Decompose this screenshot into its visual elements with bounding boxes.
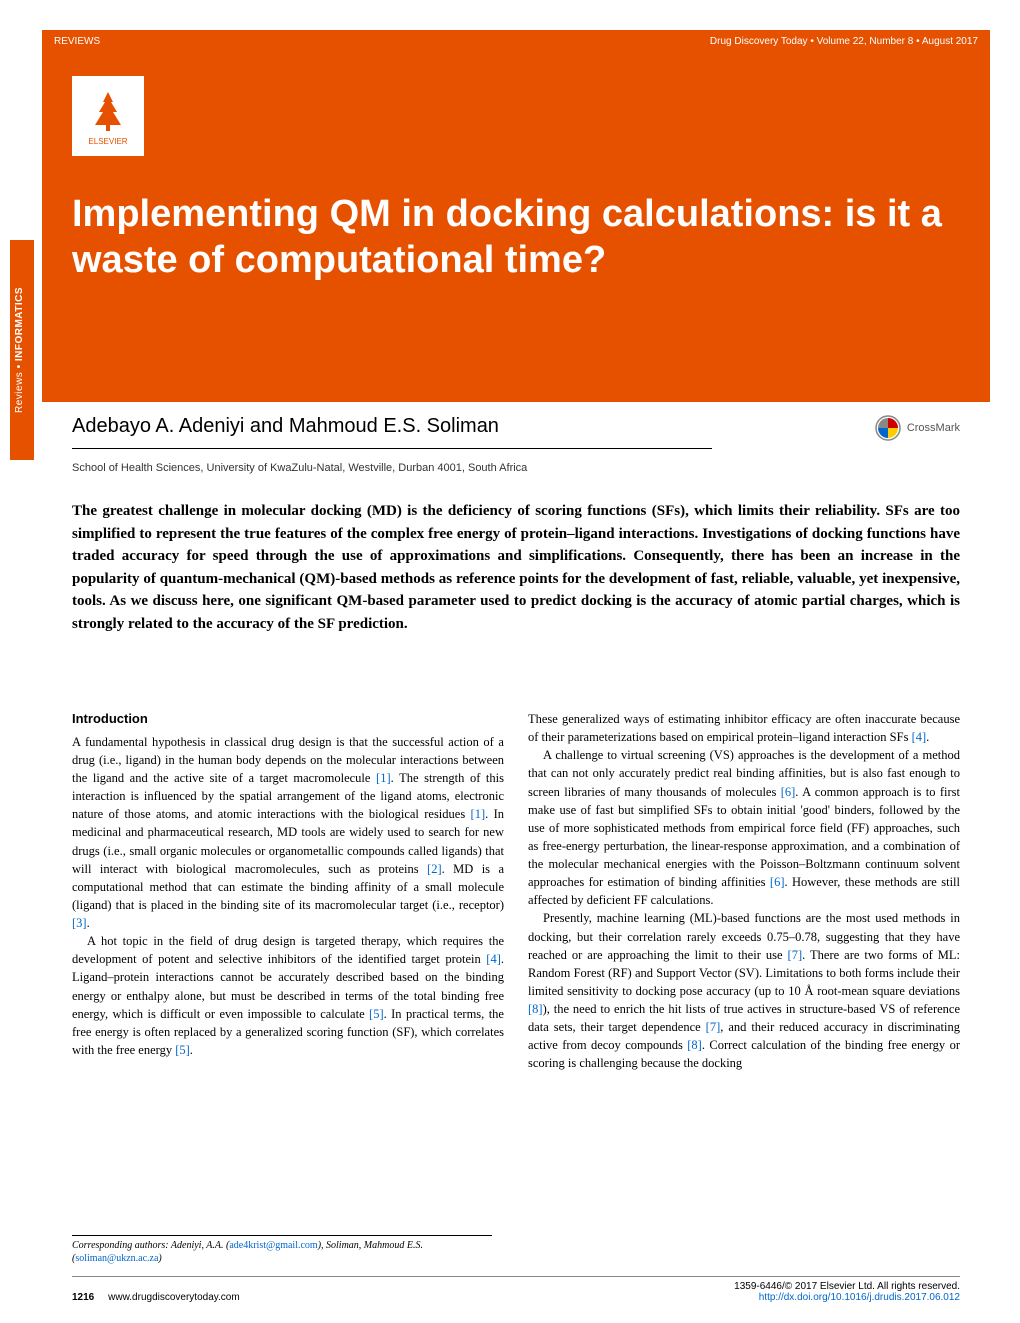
- ref-link[interactable]: [6]: [781, 785, 796, 799]
- ref-link[interactable]: [4]: [912, 730, 927, 744]
- elsevier-tree-icon: [83, 87, 133, 137]
- col2-para2: A challenge to virtual screening (VS) ap…: [528, 746, 960, 909]
- page: Reviews • INFORMATICS REVIEWS Drug Disco…: [0, 0, 1020, 1323]
- col1-para2: A hot topic in the field of drug design …: [72, 932, 504, 1059]
- col1-para1: A fundamental hypothesis in classical dr…: [72, 733, 504, 932]
- title-block: ELSEVIER Implementing QM in docking calc…: [42, 52, 990, 402]
- elsevier-logo: ELSEVIER: [72, 76, 144, 156]
- side-tab-prefix: Reviews: [14, 368, 25, 413]
- side-tab: Reviews • INFORMATICS: [10, 240, 34, 460]
- ref-link[interactable]: [7]: [788, 948, 803, 962]
- column-left: Introduction A fundamental hypothesis in…: [72, 710, 504, 1073]
- ref-link[interactable]: [8]: [528, 1002, 543, 1016]
- ref-link[interactable]: [1]: [376, 771, 391, 785]
- ref-link[interactable]: [6]: [770, 875, 785, 889]
- abstract: The greatest challenge in molecular dock…: [72, 500, 960, 635]
- ref-link[interactable]: [7]: [706, 1020, 721, 1034]
- ref-link[interactable]: [5]: [369, 1007, 384, 1021]
- ref-link[interactable]: [3]: [72, 916, 87, 930]
- email-link[interactable]: soliman@ukzn.ac.za: [75, 1253, 158, 1264]
- elsevier-logo-text: ELSEVIER: [88, 137, 127, 146]
- ref-link[interactable]: [1]: [471, 807, 486, 821]
- authors: Adebayo A. Adeniyi and Mahmoud E.S. Soli…: [72, 415, 499, 438]
- footer-doi[interactable]: http://dx.doi.org/10.1016/j.drudis.2017.…: [734, 1292, 960, 1303]
- email-link[interactable]: ade4krist@gmail.com: [229, 1240, 317, 1251]
- col2-para3: Presently, machine learning (ML)-based f…: [528, 909, 960, 1072]
- affiliation: School of Health Sciences, University of…: [72, 462, 527, 474]
- footer-copyright: 1359-6446/© 2017 Elsevier Ltd. All right…: [734, 1281, 960, 1292]
- footer-right: 1359-6446/© 2017 Elsevier Ltd. All right…: [734, 1281, 960, 1303]
- side-tab-bold: • INFORMATICS: [14, 287, 25, 368]
- ref-link[interactable]: [2]: [427, 862, 442, 876]
- column-right: These generalized ways of estimating inh…: [528, 710, 960, 1073]
- crossmark-icon: [875, 415, 901, 441]
- page-footer: 1216 www.drugdiscoverytoday.com 1359-644…: [72, 1276, 960, 1303]
- body-columns: Introduction A fundamental hypothesis in…: [72, 710, 960, 1073]
- col2-para1: These generalized ways of estimating inh…: [528, 710, 960, 746]
- ref-link[interactable]: [8]: [687, 1038, 702, 1052]
- header-left: REVIEWS: [54, 36, 100, 47]
- authors-row: Adebayo A. Adeniyi and Mahmoud E.S. Soli…: [42, 415, 990, 441]
- footer-site: www.drugdiscoverytoday.com: [108, 1292, 240, 1303]
- footer-left: 1216 www.drugdiscoverytoday.com: [72, 1292, 240, 1303]
- crossmark-badge[interactable]: CrossMark: [875, 415, 960, 441]
- header-right: Drug Discovery Today • Volume 22, Number…: [710, 36, 978, 47]
- page-number: 1216: [72, 1292, 94, 1303]
- authors-underline: [72, 448, 712, 449]
- crossmark-label: CrossMark: [907, 422, 960, 434]
- ref-link[interactable]: [5]: [175, 1043, 190, 1057]
- introduction-heading: Introduction: [72, 710, 504, 729]
- corresponding-authors: Corresponding authors: Adeniyi, A.A. (ad…: [72, 1235, 492, 1265]
- article-title: Implementing QM in docking calculations:…: [72, 192, 960, 283]
- ref-link[interactable]: [4]: [486, 952, 501, 966]
- header-bar: REVIEWS Drug Discovery Today • Volume 22…: [42, 30, 990, 52]
